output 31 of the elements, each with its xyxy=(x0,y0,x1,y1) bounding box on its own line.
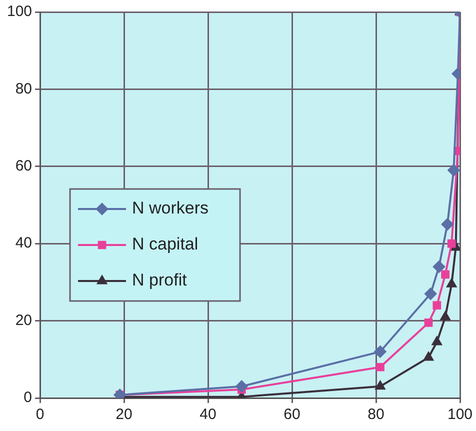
x-tick-label: 40 xyxy=(200,406,216,424)
y-tick-label: 80 xyxy=(15,80,32,98)
y-tick-label: 0 xyxy=(24,389,32,406)
legend-label: N capital xyxy=(132,234,198,254)
point xyxy=(432,336,442,346)
point xyxy=(441,270,450,279)
x-tick-label: 20 xyxy=(116,406,132,424)
y-tick-label: 100 xyxy=(6,3,32,20)
point xyxy=(374,346,386,358)
point xyxy=(424,352,434,361)
x-tick-label: 0 xyxy=(36,406,44,424)
point xyxy=(236,380,248,392)
y-tick-label: 20 xyxy=(15,312,32,329)
point xyxy=(424,288,437,300)
point xyxy=(447,239,456,248)
x-tick-label: 80 xyxy=(368,406,384,424)
x-tick-label: 100 xyxy=(447,406,473,424)
legend-label: N profit xyxy=(132,270,188,290)
x-tick-label: 60 xyxy=(284,406,300,424)
point xyxy=(432,301,442,310)
point xyxy=(440,311,450,320)
point xyxy=(376,362,384,372)
point xyxy=(441,218,454,230)
point xyxy=(448,164,460,176)
legend-label: N workers xyxy=(132,198,209,218)
y-tick-label: 40 xyxy=(15,234,32,252)
point xyxy=(433,260,445,273)
point xyxy=(375,380,386,390)
y-tick-label: 60 xyxy=(15,158,32,175)
point xyxy=(424,318,433,327)
point xyxy=(446,278,456,288)
